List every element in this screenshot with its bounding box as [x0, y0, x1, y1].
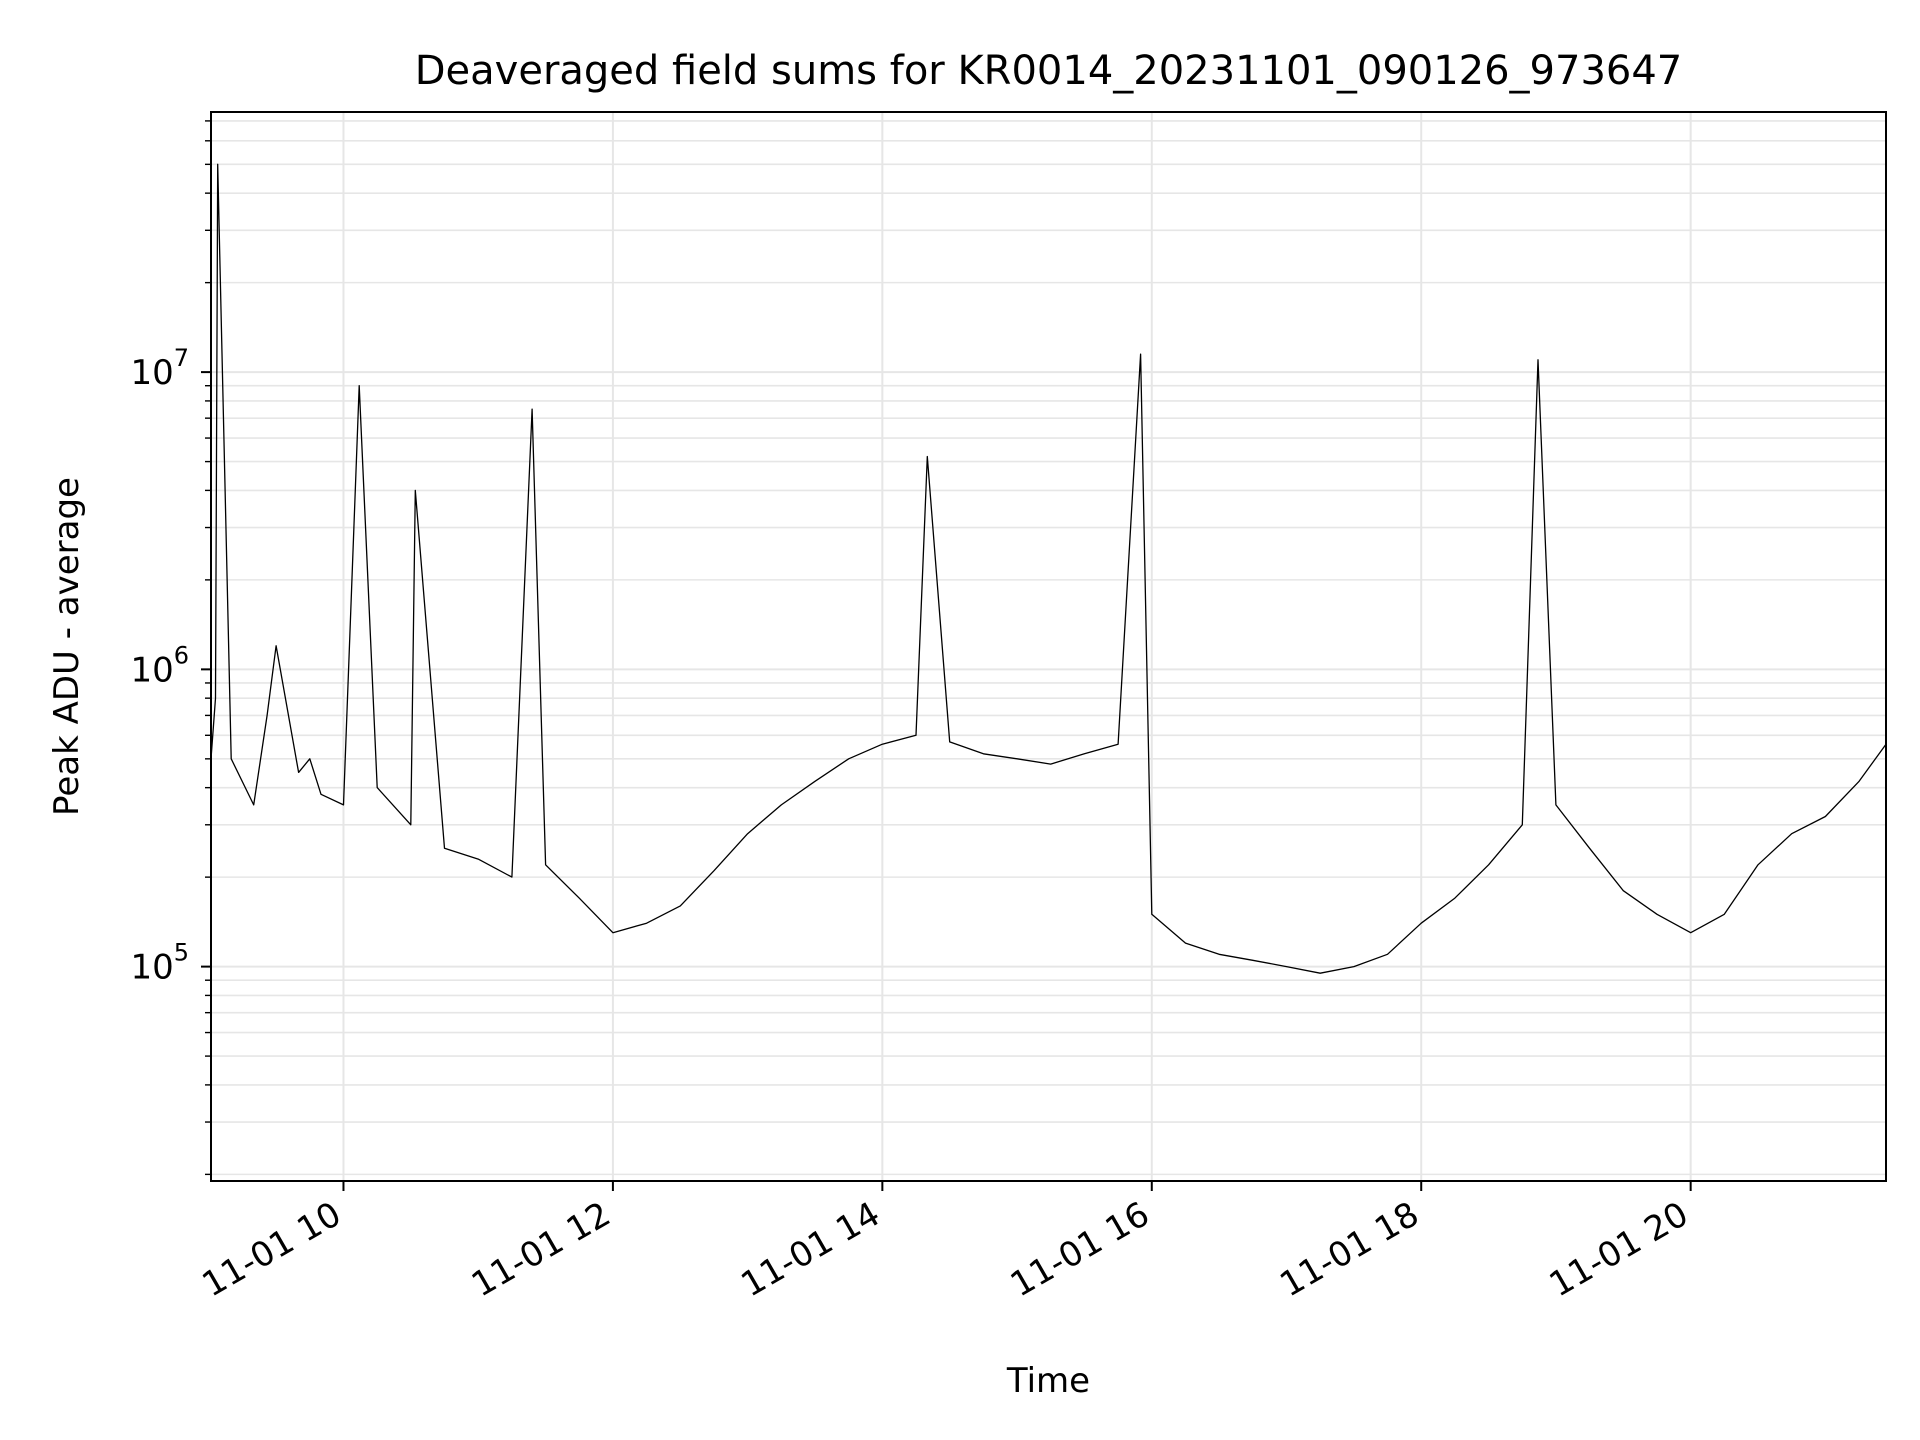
minor-gridlines — [211, 120, 1886, 1176]
y-axis-label: Peak ADU - average — [47, 477, 87, 816]
y-tick-label: 107 — [130, 344, 189, 393]
series-line — [210, 163, 1887, 974]
plot-area — [210, 163, 1887, 974]
y-axis-ticks: 105 106 107 — [130, 120, 211, 1176]
axes-frame — [210, 111, 1887, 1182]
y-tick-label: 106 — [130, 641, 189, 690]
y-tick-label: 105 — [130, 939, 189, 988]
major-gridlines — [211, 112, 1886, 1181]
chart-title: Deaveraged field sums for KR0014_2023110… — [415, 48, 1683, 94]
x-axis-label: Time — [1006, 1361, 1090, 1401]
